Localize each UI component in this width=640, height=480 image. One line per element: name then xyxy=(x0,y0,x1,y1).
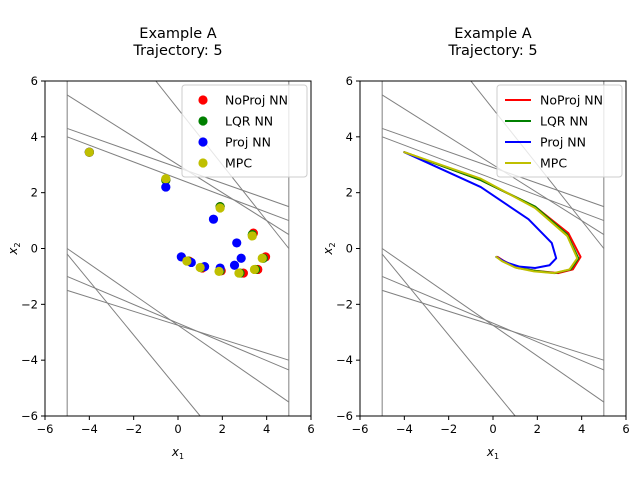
x-tick-label: −2 xyxy=(440,422,457,436)
legend-swatch xyxy=(198,158,208,168)
data-layer xyxy=(84,147,271,278)
data-point xyxy=(234,268,244,278)
legend-box xyxy=(181,84,308,178)
data-point xyxy=(229,260,240,270)
data-point xyxy=(195,262,205,273)
data-layer xyxy=(403,151,582,275)
legend-swatch xyxy=(198,95,208,105)
data-point xyxy=(161,182,171,192)
data-point xyxy=(257,253,267,263)
series-line xyxy=(403,151,558,270)
legend-swatch xyxy=(198,116,208,126)
x-tick-label: 4 xyxy=(263,422,270,436)
y-tick-label: −2 xyxy=(21,297,38,311)
constraint-line xyxy=(381,136,605,222)
legend-label: Proj NN xyxy=(225,135,271,150)
data-point xyxy=(249,264,260,275)
y-axis-label: x2 xyxy=(6,242,22,255)
y-tick-label: 4 xyxy=(31,130,38,144)
data-point xyxy=(84,147,94,157)
constraint-line xyxy=(66,275,290,371)
legend-label: LQR NN xyxy=(540,114,588,129)
y-axis-label: x2 xyxy=(321,242,337,255)
data-point xyxy=(247,231,257,241)
constraint-line xyxy=(66,136,290,222)
x-tick-label: 0 xyxy=(174,422,181,436)
x-tick-label: −4 xyxy=(396,422,413,436)
constraint-line xyxy=(381,94,605,235)
data-point xyxy=(208,214,219,224)
y-tick-label: −6 xyxy=(21,409,38,423)
legend-label: LQR NN xyxy=(225,114,273,129)
x-tick-label: −2 xyxy=(125,422,142,436)
y-tick-label: −6 xyxy=(336,409,353,423)
x-tick-label: −6 xyxy=(352,422,369,436)
legend: NoProj NN LQR NN Proj NN MPC xyxy=(496,84,623,178)
y-tick-label: 0 xyxy=(346,242,353,256)
constraint-line xyxy=(67,289,289,361)
x-axis-label: x1 xyxy=(486,445,499,461)
x-tick-label: 4 xyxy=(578,422,585,436)
y-tick-label: 4 xyxy=(346,130,353,144)
data-point xyxy=(232,238,242,248)
y-tick-label: 6 xyxy=(346,74,353,88)
legend-label: NoProj NN xyxy=(225,93,288,108)
constraint-line xyxy=(382,289,604,361)
chart-subtitle: Trajectory: 5 xyxy=(447,43,537,59)
x-axis-label: x1 xyxy=(171,445,184,461)
legend-label: MPC xyxy=(540,156,567,171)
constraint-line xyxy=(381,253,516,416)
chart-title: Example A xyxy=(139,26,217,42)
data-point xyxy=(161,174,171,184)
x-tick-label: 6 xyxy=(307,422,314,436)
y-tick-label: 2 xyxy=(31,186,38,200)
chart-subtitle: Trajectory: 5 xyxy=(132,43,222,59)
y-tick-label: 2 xyxy=(346,186,353,200)
y-tick-label: −4 xyxy=(21,353,38,367)
legend-swatch xyxy=(198,137,208,147)
y-tick-label: 0 xyxy=(31,242,38,256)
legend-box xyxy=(496,84,623,178)
series-line xyxy=(403,151,579,275)
data-point xyxy=(182,256,192,266)
legend-label: NoProj NN xyxy=(540,93,603,108)
legend: NoProj NN LQR NN Proj NN MPC xyxy=(181,84,308,178)
constraint-line xyxy=(381,275,605,371)
constraint-line xyxy=(66,94,290,235)
x-tick-label: 0 xyxy=(489,422,496,436)
data-point xyxy=(215,203,225,213)
y-tick-label: 6 xyxy=(31,74,38,88)
x-tick-label: −6 xyxy=(37,422,54,436)
constraint-line xyxy=(67,127,289,208)
legend-label: MPC xyxy=(225,156,252,171)
data-point xyxy=(214,266,224,276)
x-tick-label: −4 xyxy=(81,422,98,436)
constraint-line xyxy=(382,127,604,208)
x-tick-label: 6 xyxy=(622,422,629,436)
x-tick-label: 2 xyxy=(534,422,541,436)
constraint-line xyxy=(66,253,201,416)
y-tick-label: −4 xyxy=(336,353,353,367)
y-tick-label: −2 xyxy=(336,297,353,311)
data-point xyxy=(236,253,246,263)
legend-label: Proj NN xyxy=(540,135,586,150)
x-tick-label: 2 xyxy=(219,422,226,436)
chart-title: Example A xyxy=(454,26,532,42)
